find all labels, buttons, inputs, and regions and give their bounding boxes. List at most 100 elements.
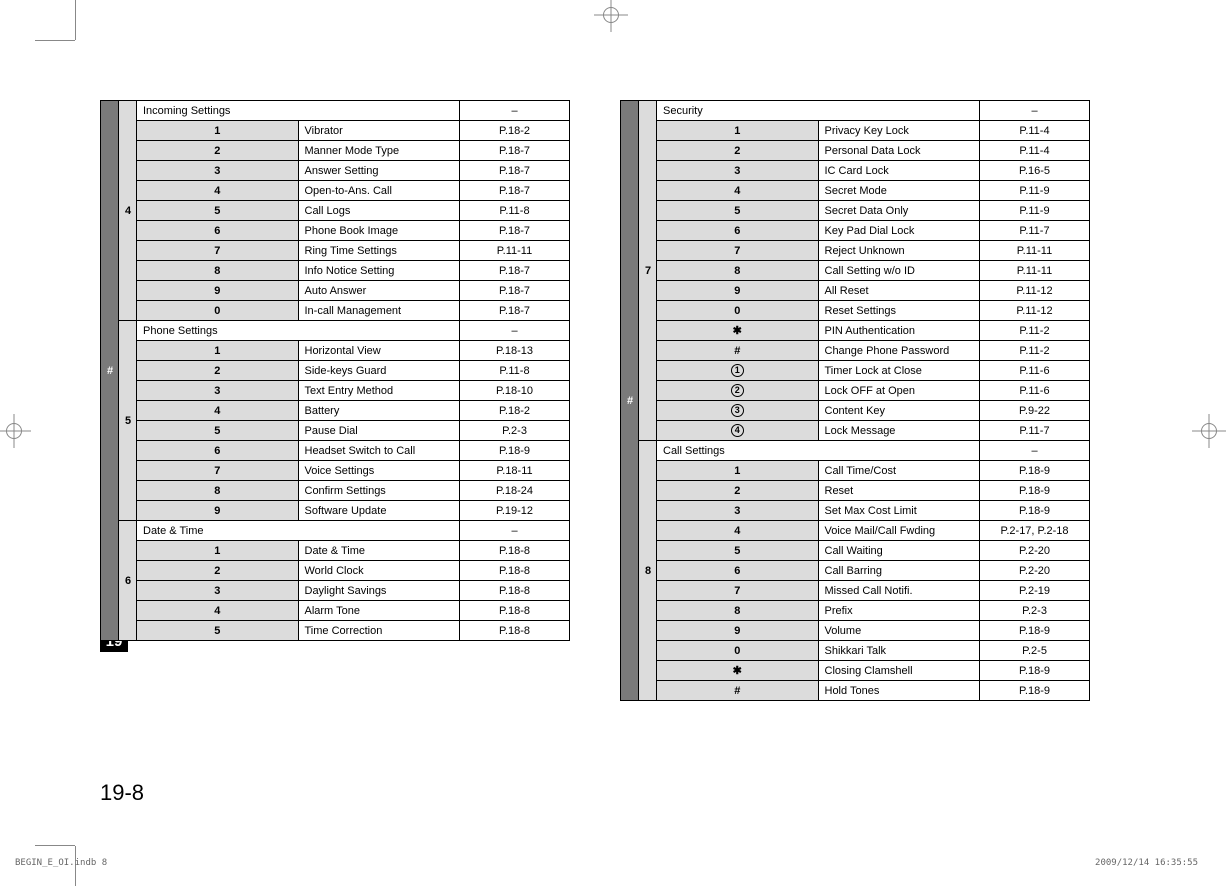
row-page-ref: P.11-6 [980,381,1090,401]
row-page-ref: P.11-7 [980,221,1090,241]
row-index: 8 [137,481,299,501]
row-name: Hold Tones [818,681,980,701]
row-name: Reject Unknown [818,241,980,261]
row-name: Missed Call Notifi. [818,581,980,601]
row-page-ref: P.11-8 [460,201,570,221]
settings-table-left: #4Incoming Settings–1VibratorP.18-22Mann… [100,100,570,641]
table-row: 3Set Max Cost LimitP.18-9 [621,501,1090,521]
row-name: Manner Mode Type [298,141,460,161]
footer-filename: BEGIN_E_OI.indb 8 [15,858,107,868]
table-row: 6Call BarringP.2-20 [621,561,1090,581]
row-page-ref: P.18-9 [980,461,1090,481]
row-index: 4 [137,601,299,621]
row-index: 3 [657,501,819,521]
table-row: 9VolumeP.18-9 [621,621,1090,641]
row-index: # [657,341,819,361]
row-page-ref: P.18-7 [460,261,570,281]
section-page-ref: – [460,101,570,121]
table-row: 5Secret Data OnlyP.11-9 [621,201,1090,221]
row-name: Side-keys Guard [298,361,460,381]
row-page-ref: P.11-12 [980,281,1090,301]
row-page-ref: P.2-17, P.2-18 [980,521,1090,541]
row-name: Prefix [818,601,980,621]
row-name: Set Max Cost Limit [818,501,980,521]
row-name: Lock Message [818,421,980,441]
table-row: 2World ClockP.18-8 [101,561,570,581]
left-column: #4Incoming Settings–1VibratorP.18-22Mann… [100,100,570,701]
row-page-ref: P.11-11 [980,261,1090,281]
row-page-ref: P.11-8 [460,361,570,381]
row-index: 7 [137,241,299,261]
table-row: 4Lock MessageP.11-7 [621,421,1090,441]
row-page-ref: P.11-4 [980,121,1090,141]
table-row: 2Personal Data LockP.11-4 [621,141,1090,161]
table-row: ✱Closing ClamshellP.18-9 [621,661,1090,681]
table-row: 3IC Card LockP.16-5 [621,161,1090,181]
row-page-ref: P.2-20 [980,561,1090,581]
row-index: 3 [657,161,819,181]
row-name: Alarm Tone [298,601,460,621]
row-name: Voice Mail/Call Fwding [818,521,980,541]
row-page-ref: P.16-5 [980,161,1090,181]
section-page-ref: – [980,441,1090,461]
row-page-ref: P.11-4 [980,141,1090,161]
row-index: 8 [657,601,819,621]
table-row: ✱PIN AuthenticationP.11-2 [621,321,1090,341]
right-column: #7Security–1Privacy Key LockP.11-42Perso… [620,100,1090,701]
row-name: Call Setting w/o ID [818,261,980,281]
row-index: 9 [137,281,299,301]
row-name: Shikkari Talk [818,641,980,661]
row-name: In-call Management [298,301,460,321]
row-page-ref: P.18-9 [980,501,1090,521]
row-name: Text Entry Method [298,381,460,401]
row-name: Call Barring [818,561,980,581]
row-page-ref: P.18-7 [460,281,570,301]
row-page-ref: P.9-22 [980,401,1090,421]
row-name: World Clock [298,561,460,581]
row-index: 9 [657,621,819,641]
row-page-ref: P.11-2 [980,341,1090,361]
reg-mark-left [3,420,25,442]
row-index: 6 [657,221,819,241]
crop-mark [75,0,76,40]
row-index: 1 [657,461,819,481]
table-row: 5Call LogsP.11-8 [101,201,570,221]
table-row: 1Horizontal ViewP.18-13 [101,341,570,361]
row-name: Software Update [298,501,460,521]
row-index: 1 [137,541,299,561]
table-row: 9Software UpdateP.19-12 [101,501,570,521]
row-page-ref: P.11-12 [980,301,1090,321]
footer-timestamp: 2009/12/14 16:35:55 [1095,858,1198,868]
row-name: Call Logs [298,201,460,221]
reg-mark-right [1198,420,1220,442]
page-content: #4Incoming Settings–1VibratorP.18-22Mann… [100,100,1128,701]
row-name: Call Waiting [818,541,980,561]
row-name: PIN Authentication [818,321,980,341]
row-page-ref: P.18-7 [460,141,570,161]
row-page-ref: P.18-9 [980,481,1090,501]
table-row: 7Reject UnknownP.11-11 [621,241,1090,261]
row-page-ref: P.18-9 [980,661,1090,681]
hash-column: # [621,101,639,701]
row-page-ref: P.11-6 [980,361,1090,381]
row-index: 1 [137,121,299,141]
table-row: 1Timer Lock at CloseP.11-6 [621,361,1090,381]
row-index: 2 [137,141,299,161]
section-title: Security [657,101,980,121]
row-index: 2 [657,381,819,401]
table-row: 4Alarm ToneP.18-8 [101,601,570,621]
row-page-ref: P.11-11 [980,241,1090,261]
settings-table-right: #7Security–1Privacy Key LockP.11-42Perso… [620,100,1090,701]
table-row: 0In-call ManagementP.18-7 [101,301,570,321]
row-index: 8 [137,261,299,281]
row-name: Closing Clamshell [818,661,980,681]
row-page-ref: P.11-9 [980,201,1090,221]
row-index: 4 [657,521,819,541]
row-page-ref: P.18-24 [460,481,570,501]
table-row: 6Key Pad Dial LockP.11-7 [621,221,1090,241]
row-index: 8 [657,261,819,281]
row-page-ref: P.18-2 [460,121,570,141]
section-number: 8 [639,441,657,701]
table-row: 1Date & TimeP.18-8 [101,541,570,561]
row-name: Phone Book Image [298,221,460,241]
